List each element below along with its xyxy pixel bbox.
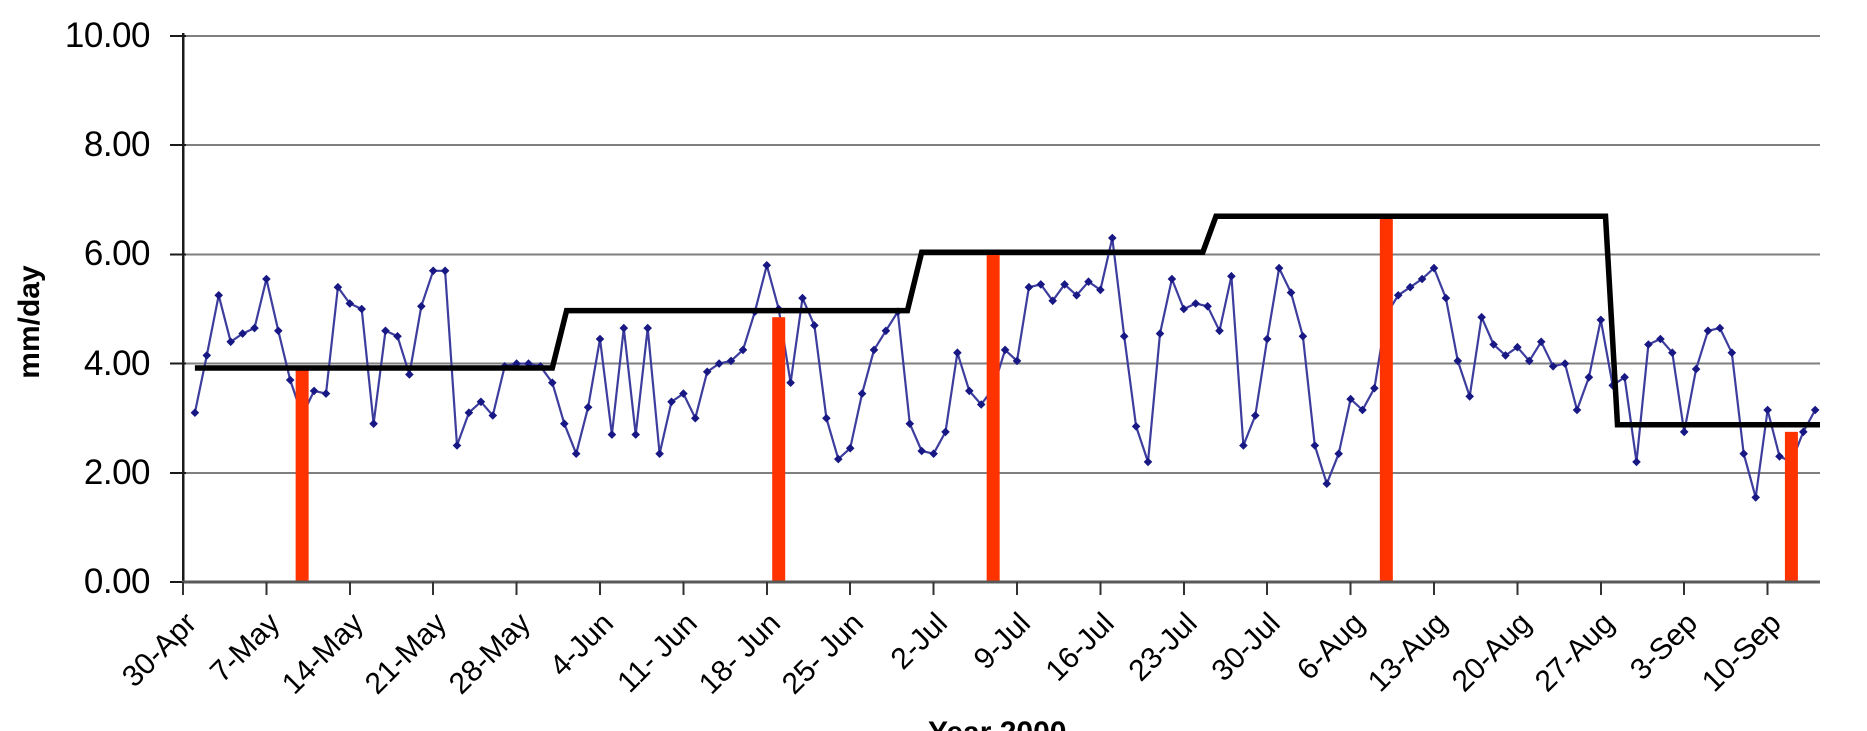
y-tick-label: 8.00 <box>83 125 151 165</box>
event-bar-7-Jul <box>986 251 1000 581</box>
y-tick-label: 10.00 <box>64 16 151 55</box>
y-tick-label: 6.00 <box>83 234 151 274</box>
event-bar-12-Sep <box>1784 431 1798 581</box>
step-reference-line <box>194 213 1820 428</box>
event-bar-10-May <box>295 366 309 581</box>
y-tick-label: 0.00 <box>83 562 151 601</box>
event-bar-9-Aug <box>1379 216 1393 581</box>
y-tick-label: 2.00 <box>83 452 151 492</box>
x-axis-title: Year 2000 <box>928 716 1148 731</box>
y-tick-label: 4.00 <box>83 343 151 383</box>
event-bar-19-Jun <box>772 317 786 581</box>
